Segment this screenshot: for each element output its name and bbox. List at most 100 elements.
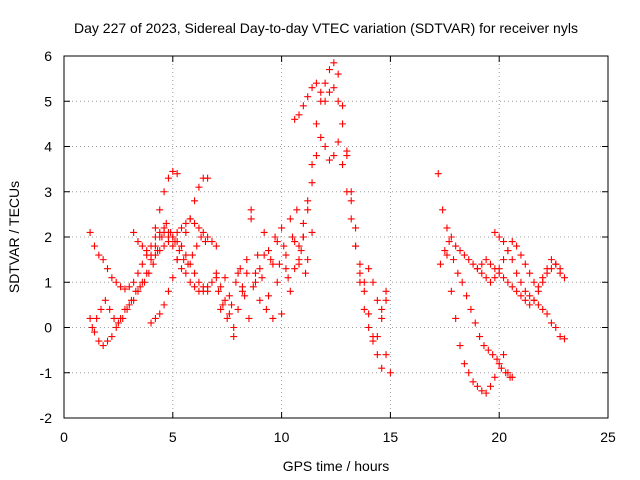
data-point <box>312 79 320 87</box>
data-point <box>108 333 116 341</box>
data-point <box>121 285 129 293</box>
y-tick-label: 1 <box>44 274 52 290</box>
data-points <box>86 59 568 397</box>
data-point <box>500 351 508 359</box>
x-tick-label: 25 <box>600 429 616 445</box>
data-point <box>178 242 186 250</box>
data-point <box>500 274 508 282</box>
data-point <box>467 305 475 313</box>
data-point <box>460 251 468 259</box>
data-point <box>295 242 303 250</box>
data-point <box>378 364 386 372</box>
data-point <box>304 206 312 214</box>
data-point <box>243 269 251 277</box>
data-point <box>238 283 246 291</box>
data-point <box>534 287 542 295</box>
data-point <box>330 59 338 67</box>
data-point <box>502 369 510 377</box>
data-point <box>547 319 555 327</box>
data-point <box>539 278 547 286</box>
data-point <box>526 269 534 277</box>
data-point <box>217 305 225 313</box>
data-point <box>521 296 529 304</box>
data-point <box>530 278 538 286</box>
y-tick-label: 2 <box>44 229 52 245</box>
data-point <box>217 283 225 291</box>
data-point <box>317 88 325 96</box>
data-point <box>112 278 120 286</box>
data-point <box>173 228 181 236</box>
data-point <box>260 228 268 236</box>
data-point <box>167 228 175 236</box>
data-point <box>99 342 107 350</box>
data-point <box>347 215 355 223</box>
data-point <box>284 274 292 282</box>
data-point <box>204 174 212 182</box>
data-point <box>138 242 146 250</box>
data-point <box>182 251 190 259</box>
data-point <box>230 333 238 341</box>
data-point <box>482 389 490 397</box>
data-point <box>526 301 534 309</box>
data-point <box>339 102 347 110</box>
data-point <box>254 251 262 259</box>
data-point <box>241 292 249 300</box>
data-point <box>136 283 144 291</box>
data-point <box>456 247 464 255</box>
data-point <box>463 292 471 300</box>
data-point <box>441 247 449 255</box>
data-point <box>273 278 281 286</box>
data-point <box>521 287 529 295</box>
data-point <box>256 296 264 304</box>
data-point <box>325 88 333 96</box>
data-point <box>245 314 253 322</box>
data-point <box>221 274 229 282</box>
data-point <box>556 265 564 273</box>
data-point <box>321 97 329 105</box>
data-point <box>269 260 277 268</box>
x-tick-label: 0 <box>60 429 68 445</box>
series-track-q <box>473 256 568 309</box>
data-point <box>526 292 534 300</box>
data-point <box>114 319 122 327</box>
series-track-h <box>214 206 310 322</box>
data-point <box>86 314 94 322</box>
data-point <box>147 319 155 327</box>
data-point <box>476 333 484 341</box>
data-point <box>88 324 96 331</box>
data-point <box>262 305 270 313</box>
data-point <box>175 247 183 255</box>
data-point <box>500 238 508 246</box>
data-point <box>471 319 479 327</box>
data-point <box>473 382 481 390</box>
data-point <box>504 278 512 286</box>
data-point <box>212 269 220 277</box>
data-point <box>171 238 179 246</box>
data-point <box>151 242 159 250</box>
data-point <box>321 79 329 87</box>
data-point <box>452 242 460 250</box>
data-point <box>373 351 381 359</box>
data-point <box>360 278 368 286</box>
data-point <box>173 256 181 264</box>
data-point <box>104 337 112 345</box>
data-point <box>506 373 514 381</box>
data-point <box>504 247 512 255</box>
data-point <box>219 301 227 309</box>
data-point <box>169 233 177 241</box>
data-point <box>552 324 560 331</box>
data-point <box>232 278 240 286</box>
data-point <box>267 256 275 264</box>
data-point <box>90 242 98 250</box>
data-point <box>104 265 112 273</box>
data-point <box>347 197 355 205</box>
data-point <box>151 224 159 232</box>
data-point <box>191 283 199 291</box>
series-track-e <box>147 174 212 327</box>
data-point <box>297 247 305 255</box>
data-point <box>158 233 166 241</box>
data-point <box>308 84 316 92</box>
data-point <box>225 292 233 300</box>
data-point <box>465 256 473 264</box>
data-point <box>191 219 199 227</box>
